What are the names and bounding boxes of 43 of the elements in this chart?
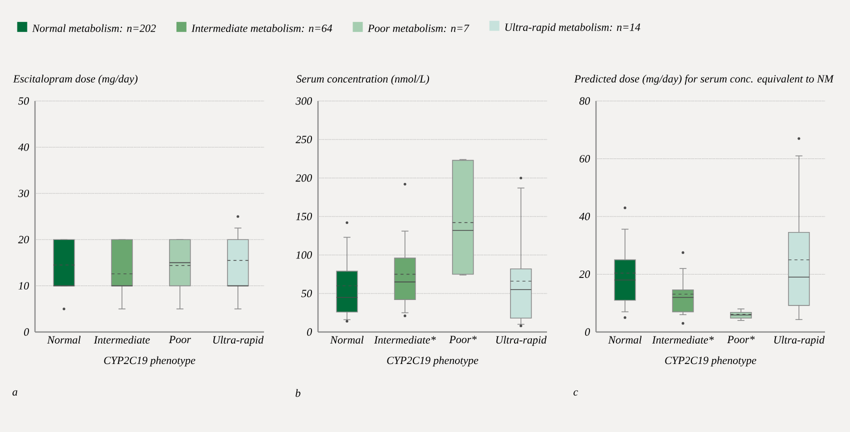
legend-label: Ultra-rapid metabolism: n=14 [505,23,640,34]
chart-title: Predicted dose (mg/day) for serum conc. equivalent to NM [574,74,834,85]
x-tick-label: Ultra-rapid [496,336,547,346]
legend-label: Normal metabolism: n=202 [32,24,156,32]
x-axis-title: CYP2C19 phenotype [387,356,478,366]
y-tick-label: 40 [579,212,590,220]
y-tick-label: 10 [18,282,29,290]
y-tick-label: 0 [307,328,312,336]
x-tick-label: Ultra-rapid [774,336,825,346]
y-tick-label: 40 [18,143,29,151]
x-tick-label: Poor* [449,336,477,344]
y-tick-label: 80 [579,97,590,105]
y-tick-label: 200 [296,174,312,182]
x-tick-label: Intermediate [94,336,150,344]
x-tick-label: Normal [47,336,81,344]
y-tick-label: 50 [18,97,29,105]
legend-label: Poor metabolism: n=7 [368,24,470,32]
y-tick-label: 150 [296,212,312,220]
chart-title: Escitalopram dose (mg/day) [13,74,138,85]
y-tick-label: 30 [18,190,29,198]
y-tick-label: 250 [296,136,312,144]
x-axis-title: CYP2C19 phenotype [665,356,756,366]
chart-title: Serum concentration (nmol/L) [296,74,430,85]
legend-label: Intermediate metabolism: n=64 [191,24,332,32]
text: a [12,390,18,396]
x-tick-label: Normal [608,336,642,344]
y-tick-label: 0 [24,328,29,336]
x-tick-label: Poor [168,336,191,344]
x-tick-label: Intermediate* [652,336,714,344]
y-tick-label: 50 [301,290,312,298]
text: c [574,390,578,396]
x-tick-label: Ultra-rapid [213,336,264,346]
y-tick-label: 0 [585,328,590,336]
y-tick-label: 100 [296,251,312,259]
y-tick-label: 60 [580,155,590,162]
x-tick-label: Poor* [727,336,755,344]
y-tick-label: 20 [18,236,29,244]
x-tick-label: Intermediate* [374,336,436,344]
x-axis-title: CYP2C19 phenotype [104,356,196,366]
y-tick-label: 20 [579,270,590,278]
y-tick-label: 300 [296,97,312,105]
text: b [296,389,300,397]
x-tick-label: Normal [330,336,364,344]
